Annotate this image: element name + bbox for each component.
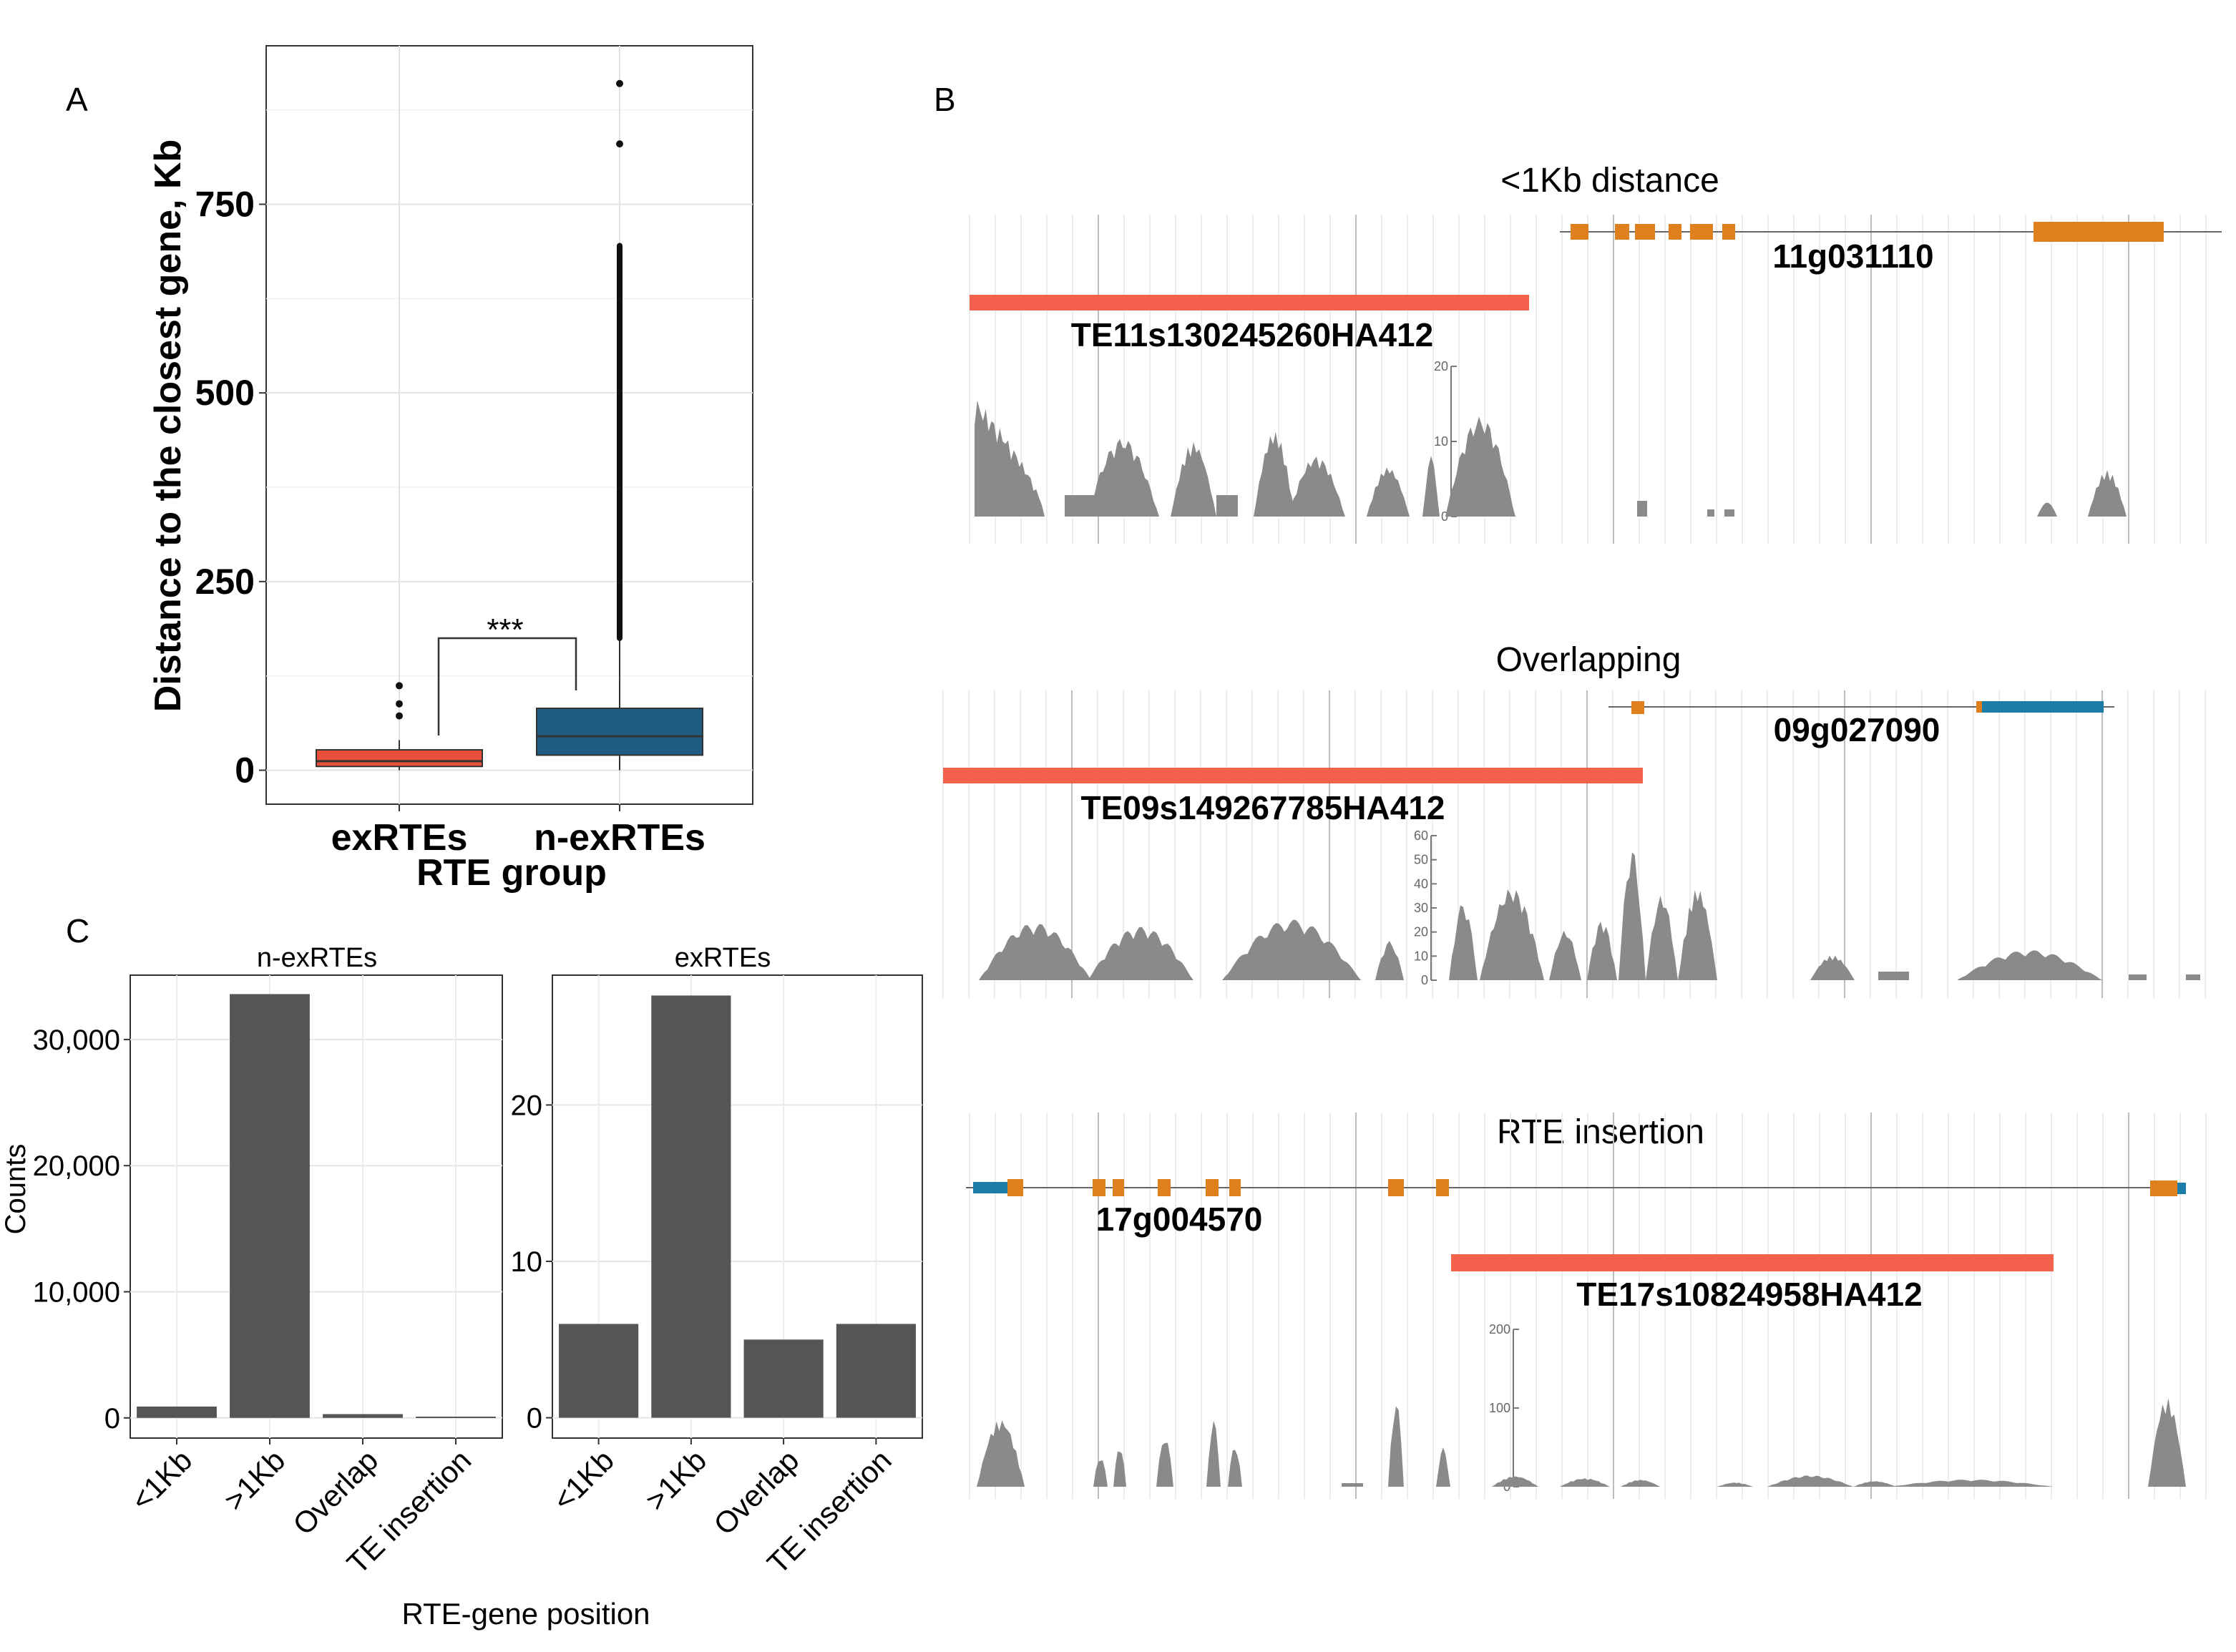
box-iqr (316, 749, 483, 768)
y-tick-label: 10 (511, 1246, 543, 1278)
bar-1 (651, 995, 731, 1418)
coverage-scale: 2001000 (1489, 1322, 1519, 1494)
panel-a-y-ticks: 0 250 500 750 (195, 184, 266, 791)
y-tick-label: 20,000 (33, 1150, 120, 1182)
bar-2 (743, 1339, 824, 1418)
track-grid (969, 1113, 2207, 1499)
track-title: Overlapping (1496, 641, 1681, 679)
track-title: <1Kb distance (1500, 162, 1719, 200)
y-tick-label: 30,000 (33, 1025, 120, 1056)
scale-tick-label: 40 (1414, 876, 1428, 891)
panel-a-plot (316, 79, 703, 771)
scale-tick-label: 50 (1414, 853, 1428, 867)
bar-0 (559, 1324, 639, 1418)
outlier-point (616, 79, 623, 87)
facet-title-n-exrtes: n-exRTEs (257, 943, 377, 973)
y-tick-label: 0 (527, 1403, 542, 1434)
x-tick-label: <1Kb (547, 1443, 620, 1517)
significance-stars: *** (487, 612, 523, 647)
track-grid (969, 215, 2207, 544)
y-tick-label: 10,000 (33, 1276, 120, 1308)
y-tick-label: 0 (235, 751, 255, 791)
bar-1 (230, 994, 310, 1418)
coverage-scale: 20 10 0 (1434, 359, 1457, 524)
te-bar (1451, 1254, 2054, 1271)
scale-tick-label: 0 (1421, 973, 1428, 987)
box-n-exrtes (536, 79, 703, 771)
scale-tick-label: 30 (1414, 901, 1428, 915)
te-bar (943, 768, 1643, 783)
gene-exons (1571, 222, 2164, 242)
bar-3 (416, 1417, 496, 1419)
track-1kb-distance: <1Kb distance 11g031110 TE11s130245260HA… (969, 162, 2222, 544)
box-iqr (536, 708, 703, 756)
y-tick-label: 0 (104, 1403, 120, 1434)
y-tick-label: 20 (511, 1090, 543, 1121)
te-label: TE09s149267785HA412 (1081, 789, 1445, 826)
x-tick-label: >1Kb (218, 1443, 291, 1517)
te-label: TE17s10824958HA412 (1576, 1276, 1922, 1313)
panel-a-frame (265, 45, 753, 805)
panel-c-x-axis-label: RTE-gene position (401, 1597, 650, 1631)
coverage-profile (975, 400, 2127, 517)
te-bar (970, 295, 1529, 311)
box-exrtes (316, 682, 483, 771)
gene-label: 17g004570 (1096, 1201, 1263, 1238)
scale-tick-label: 0 (1441, 509, 1448, 524)
bar-2 (323, 1414, 403, 1418)
track-overlapping: Overlapping 09g027090 TE09s149267785HA41… (942, 641, 2206, 998)
y-tick-label: 250 (195, 562, 255, 602)
outlier-point (396, 682, 403, 690)
gene-label: 11g031110 (1772, 238, 1933, 275)
scale-tick-label: 20 (1434, 359, 1448, 373)
significance-bracket: *** (437, 612, 577, 735)
panel-a-x-axis-label: RTE group (416, 852, 607, 894)
facet-frame-n-exrtes (130, 974, 503, 1439)
panel-a-boxplot: 0 250 500 750 exRTEs n-exRTEs RTE group Dist… (147, 45, 753, 894)
scale-tick-label: 10 (1414, 949, 1428, 963)
coverage-profile (979, 852, 2200, 980)
gene-exons (1631, 701, 2104, 714)
scale-tick-label: 20 (1414, 925, 1428, 939)
scale-tick-label: 10 (1434, 434, 1448, 449)
track-rte-insertion: RTE insertion 17g004570 TE17s10824958HA4… (966, 1113, 2207, 1499)
scale-tick-label: 200 (1489, 1322, 1510, 1336)
x-tick-label: exRTEs (331, 817, 468, 859)
x-tick-label: >1Kb (639, 1443, 713, 1517)
panel-a-y-axis-label: Distance to the closest gene, Kb (147, 140, 189, 712)
coverage-scale: 60 50 40 30 20 10 0 (1414, 829, 1437, 987)
outlier-point (396, 700, 403, 708)
bar-3 (836, 1324, 916, 1418)
track-title: RTE insertion (1497, 1113, 1704, 1151)
outlier-point (616, 140, 623, 148)
panel-letter-a: A (66, 81, 88, 118)
bar-0 (137, 1406, 217, 1418)
x-tick-label: n-exRTEs (534, 817, 706, 859)
gene-exons (973, 1179, 2186, 1196)
gene-label: 09g027090 (1774, 711, 1940, 748)
panel-c-y-axis-label: Counts (0, 1144, 31, 1235)
panel-a-x-ticks: exRTEs n-exRTEs (331, 804, 706, 859)
coverage-profile (977, 1397, 2186, 1487)
panel-letter-c: C (66, 912, 89, 949)
facet-title-exrtes: exRTEs (675, 943, 771, 973)
outlier-point (396, 712, 403, 720)
scale-tick-label: 100 (1489, 1401, 1510, 1415)
y-tick-label: 750 (195, 184, 255, 224)
scale-tick-label: 60 (1414, 829, 1428, 843)
panel-letter-b: B (934, 81, 956, 118)
x-tick-label: <1Kb (125, 1443, 198, 1517)
panel-b-tracks: <1Kb distance 11g031110 TE11s130245260HA… (942, 162, 2222, 1499)
panel-c-bars: n-exRTEs exRTEs 0 10,000 20,000 30,000 <1Kb >… (0, 943, 923, 1631)
te-label: TE11s130245260HA412 (1071, 316, 1433, 353)
y-tick-label: 500 (195, 373, 255, 413)
